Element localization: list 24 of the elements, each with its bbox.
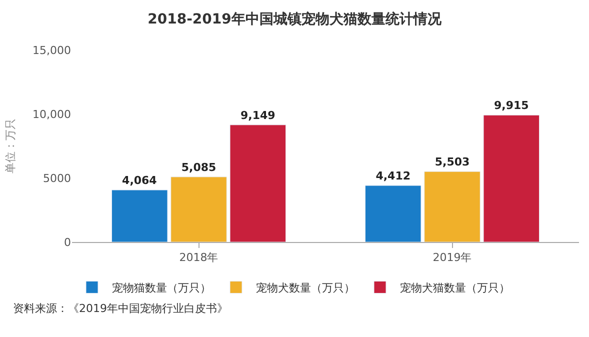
y-tick-label: 5000 xyxy=(43,172,71,185)
x-tick-label: 2018年 xyxy=(179,251,218,264)
data-label: 4,064 xyxy=(122,174,158,187)
legend-label: 宠物犬数量（万只） xyxy=(256,282,355,295)
y-tick-label: 10,000 xyxy=(32,108,71,121)
data-label: 4,412 xyxy=(376,170,411,183)
data-label: 9,915 xyxy=(494,99,529,112)
bar xyxy=(111,190,168,242)
bar xyxy=(483,114,540,242)
x-tick-label: 2019年 xyxy=(432,251,472,264)
legend-label: 宠物犬猫数量（万只） xyxy=(400,282,510,295)
y-tick-label: 0 xyxy=(64,236,71,249)
legend-label: 宠物猫数量（万只） xyxy=(112,282,211,295)
y-axis-title: 单位：万只 xyxy=(4,118,18,174)
bar xyxy=(424,171,480,242)
data-label: 9,149 xyxy=(240,108,276,122)
data-label: 5,085 xyxy=(181,160,216,174)
chart-title: 2018-2019年中国城镇宠物犬猫数量统计情况 xyxy=(148,10,442,28)
bar xyxy=(364,185,422,242)
y-tick-label: 15,000 xyxy=(32,44,71,57)
bar xyxy=(170,176,227,242)
text: 资料来源：《2019年中国宠物行业白皮书》 xyxy=(13,302,228,315)
bar xyxy=(230,124,286,242)
data-label: 5,503 xyxy=(434,156,470,169)
